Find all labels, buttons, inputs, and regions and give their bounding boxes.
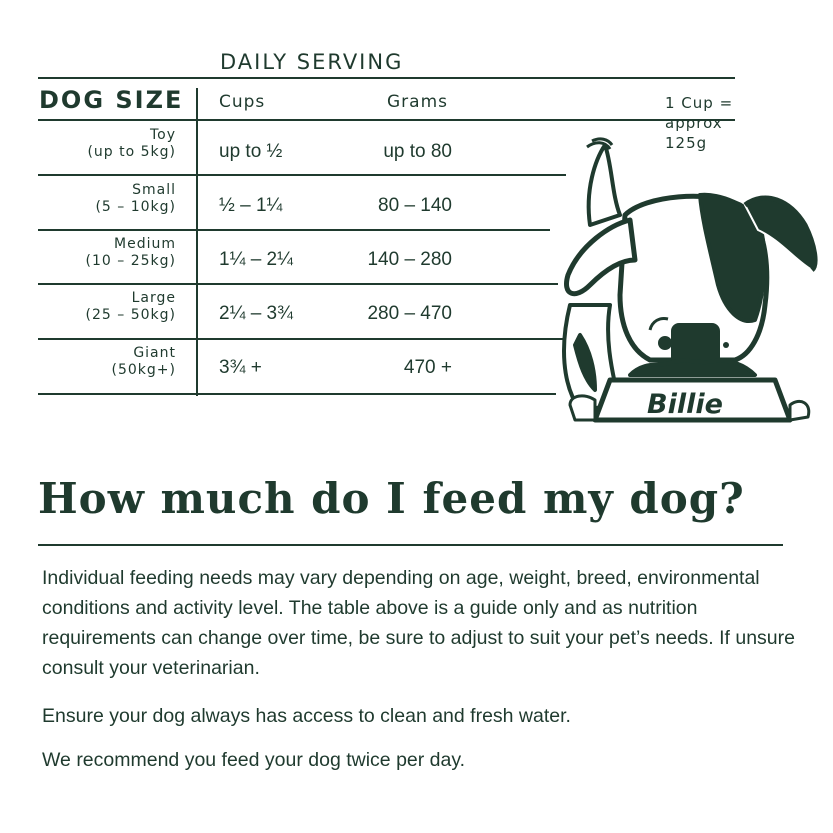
table-row-cups: ½ – 1¼ bbox=[219, 195, 283, 216]
divider bbox=[38, 119, 735, 121]
table-row-size: Medium (10 – 25kg) bbox=[85, 236, 176, 269]
daily-serving-heading: DAILY SERVING bbox=[220, 50, 404, 74]
paragraph-frequency: We recommend you feed your dog twice per… bbox=[42, 749, 466, 771]
divider bbox=[38, 77, 735, 79]
table-row-size: Small (5 – 10kg) bbox=[95, 182, 176, 215]
table-row-grams: 80 – 140 bbox=[378, 195, 452, 216]
divider bbox=[38, 283, 558, 285]
grams-heading: Grams bbox=[387, 92, 448, 112]
page-title: How much do I feed my dog? bbox=[38, 474, 745, 523]
paragraph-water: Ensure your dog always has access to cle… bbox=[42, 705, 571, 727]
table-row-cups: 3¾ + bbox=[219, 357, 262, 378]
table-row-grams: 280 – 470 bbox=[367, 303, 452, 324]
table-row-cups: up to ½ bbox=[219, 141, 283, 162]
table-row-size: Large (25 – 50kg) bbox=[85, 290, 176, 323]
divider bbox=[38, 229, 550, 231]
table-row-cups: 1¼ – 2¼ bbox=[219, 249, 293, 270]
table-row-cups: 2¼ – 3¾ bbox=[219, 303, 293, 324]
cup-conversion-note: 1 Cup = approx 125g bbox=[665, 94, 734, 152]
dog-size-heading: DOG SIZE bbox=[39, 86, 184, 114]
cups-heading: Cups bbox=[219, 92, 266, 112]
bowl-label: Billie bbox=[647, 389, 723, 420]
column-divider bbox=[196, 88, 198, 396]
table-row-size: Toy (up to 5kg) bbox=[87, 127, 176, 160]
divider bbox=[38, 393, 556, 395]
table-row-grams: 470 + bbox=[403, 357, 452, 378]
table-row-size: Giant (50kg+) bbox=[111, 345, 176, 378]
table-row-grams: 140 – 280 bbox=[367, 249, 452, 270]
divider bbox=[38, 174, 566, 176]
table-row-grams: up to 80 bbox=[383, 141, 452, 162]
paragraph-feeding-guidance: Individual feeding needs may vary depend… bbox=[42, 567, 795, 679]
divider bbox=[38, 338, 572, 340]
title-underline bbox=[38, 544, 783, 546]
dog-illustration: Billie bbox=[562, 137, 818, 423]
